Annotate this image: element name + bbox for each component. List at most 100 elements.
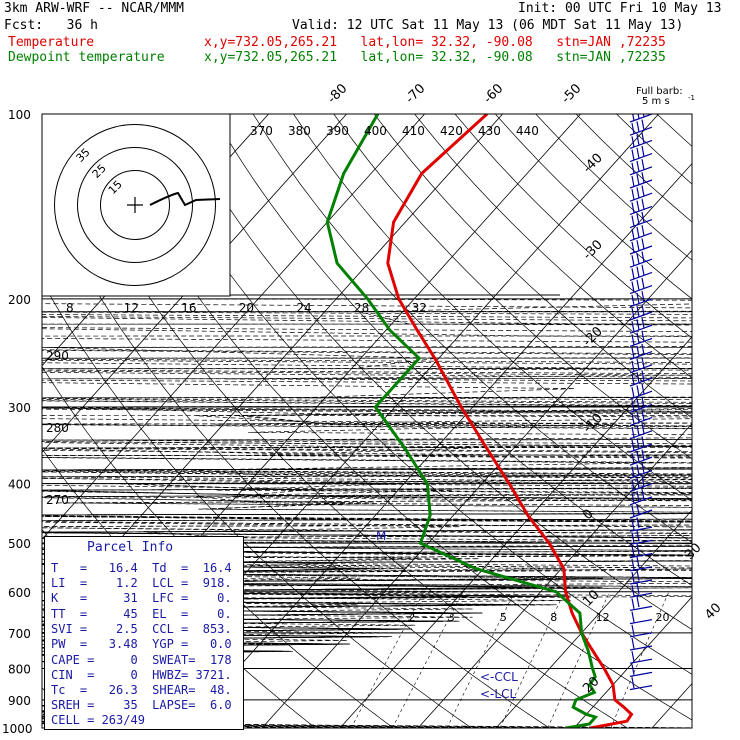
isotherm-tick-label: 10 bbox=[580, 587, 602, 609]
barb-staff bbox=[629, 403, 653, 413]
wind-barbs bbox=[629, 114, 653, 691]
wind-barb bbox=[629, 651, 653, 664]
theta-tick-label: 410 bbox=[402, 124, 425, 138]
barb-flag bbox=[631, 453, 635, 464]
barb-flag bbox=[631, 637, 635, 649]
isotherm-line bbox=[42, 114, 347, 454]
pressure-tick-label: 600 bbox=[8, 586, 31, 600]
speed-tick-label: 20 bbox=[239, 301, 254, 315]
barb-flag bbox=[631, 281, 635, 293]
barb-flag bbox=[631, 189, 635, 200]
hodograph-ring bbox=[77, 147, 193, 263]
barb-flag bbox=[636, 253, 640, 265]
dry-adiabat-line bbox=[91, 114, 692, 721]
full-barb-exponent: -1 bbox=[688, 94, 695, 102]
barb-staff bbox=[629, 390, 653, 400]
wind-barb bbox=[629, 543, 653, 559]
isotherm-line bbox=[261, 249, 692, 728]
temperature-profile bbox=[386, 114, 634, 728]
barb-flag bbox=[636, 319, 640, 331]
wind-barb bbox=[629, 277, 653, 295]
hodograph-ring bbox=[100, 170, 170, 240]
barb-flag bbox=[641, 159, 645, 170]
wind-barb bbox=[629, 159, 653, 176]
barb-staff bbox=[629, 285, 653, 295]
barb-flag bbox=[631, 387, 635, 398]
barb-flag bbox=[641, 449, 645, 461]
wind-barb bbox=[629, 198, 653, 215]
parcel-row: Tc = 26.3 SHEAR= 48. bbox=[51, 683, 232, 698]
barb-flag bbox=[631, 149, 635, 161]
theta-tick-label: 370 bbox=[250, 124, 273, 138]
barb-flag bbox=[636, 477, 640, 489]
dry-adiabat-line bbox=[50, 114, 628, 728]
barb-flag bbox=[641, 475, 645, 487]
mixing-ratio-label: 2 bbox=[408, 611, 415, 624]
isotherm-tick-label: 20 bbox=[580, 674, 602, 696]
speed-tick-label: 16 bbox=[181, 301, 196, 315]
ccl-marker: <-CCL bbox=[480, 670, 518, 684]
barb-flag bbox=[636, 121, 640, 133]
parcel-row: CELL = 263/49 bbox=[51, 713, 145, 728]
isotherm-tick-label: 40 bbox=[702, 601, 724, 623]
barb-staff bbox=[629, 114, 653, 123]
dewpoint-legend: Dewpoint temperature bbox=[8, 51, 165, 65]
isotherm-tick-label: -50 bbox=[559, 81, 585, 107]
barb-staff bbox=[629, 298, 653, 308]
barb-staff bbox=[629, 685, 653, 691]
barb-flag bbox=[636, 543, 640, 555]
dry-adiabat-line bbox=[333, 114, 692, 460]
wind-barb bbox=[629, 504, 653, 519]
barb-flag bbox=[641, 198, 645, 210]
isotherm-line bbox=[417, 422, 692, 728]
barb-flag bbox=[631, 571, 635, 583]
barb-flag bbox=[636, 504, 640, 515]
barb-flag bbox=[636, 358, 640, 370]
barb-flag bbox=[641, 251, 645, 263]
wind-barb bbox=[629, 172, 653, 189]
barb-staff bbox=[629, 324, 653, 334]
barb-staff bbox=[629, 539, 653, 545]
hodograph-ring bbox=[54, 124, 216, 286]
wind-barb bbox=[629, 330, 653, 347]
parcel-row: CIN = 0 HWBZ= 3721. bbox=[51, 668, 232, 683]
barb-flag bbox=[636, 517, 640, 529]
full-barb-unit: 5 m s bbox=[642, 96, 670, 107]
pressure-tick-label: 300 bbox=[8, 401, 31, 415]
mixing-ratio-label: 20 bbox=[656, 611, 670, 624]
barb-flag bbox=[641, 277, 645, 289]
lcl-marker: <-LCL bbox=[480, 687, 516, 701]
speed-tick-label: 28 bbox=[354, 301, 369, 315]
parcel-info-title: Parcel Info bbox=[87, 540, 173, 555]
barb-flag bbox=[631, 307, 635, 319]
pressure-tick-label: 700 bbox=[8, 627, 31, 641]
theta-tick-label: 420 bbox=[440, 124, 463, 138]
valid-time: Valid: 12 UTC Sat 11 May 13 (06 MDT Sat … bbox=[292, 19, 683, 33]
barb-staff bbox=[629, 443, 653, 453]
barb-flag bbox=[636, 596, 640, 608]
dewpoint-station-info: x,y=732.05,265.21 lat,lon= 32.32, -90.08… bbox=[204, 51, 666, 65]
barb-flag bbox=[636, 570, 640, 581]
barb-staff bbox=[629, 153, 653, 163]
barb-flag bbox=[636, 451, 640, 463]
dry-adiabat-line bbox=[697, 114, 740, 728]
mixing-ratio-label: 3 bbox=[448, 611, 455, 624]
barb-flag bbox=[637, 114, 640, 119]
barb-flag bbox=[631, 373, 635, 385]
speed-tick-label: 32 bbox=[412, 301, 427, 315]
mixing-ratio-line bbox=[610, 591, 670, 728]
isotherm-tick-label: -40 bbox=[580, 151, 606, 177]
barb-flag bbox=[631, 558, 635, 570]
barb-flag bbox=[631, 136, 635, 148]
isotherm-line bbox=[339, 336, 692, 728]
barb-flag bbox=[641, 330, 645, 342]
barb-staff bbox=[629, 258, 653, 268]
isotherm-tick-label: -10 bbox=[580, 411, 606, 437]
theta-tick-label: 440 bbox=[516, 124, 539, 138]
wind-barb bbox=[629, 462, 653, 479]
wind-barb bbox=[629, 396, 653, 413]
barb-flag bbox=[631, 400, 635, 412]
pressure-tick-label: 800 bbox=[8, 662, 31, 676]
barb-flag bbox=[636, 556, 640, 568]
barb-flag bbox=[631, 202, 635, 214]
